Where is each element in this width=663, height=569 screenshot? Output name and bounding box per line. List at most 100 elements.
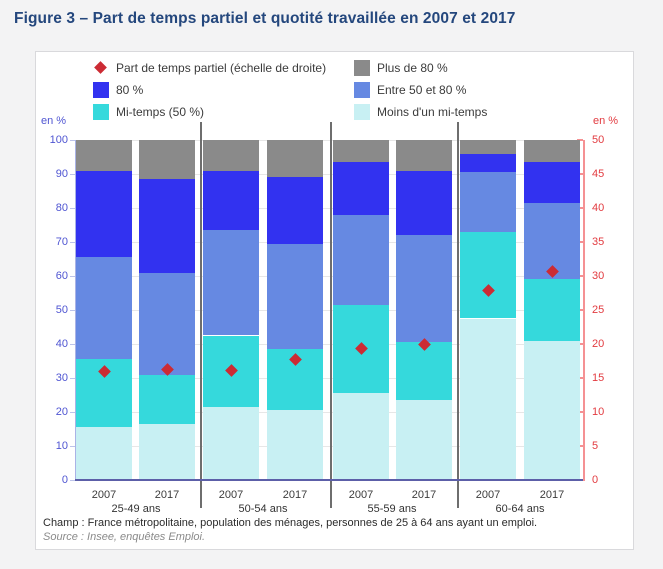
square-swatch-icon [354, 59, 370, 76]
legend-label: Part de temps partiel (échelle de droite… [116, 60, 327, 75]
left-axis-tick-label-50: 50 [55, 304, 68, 316]
x-tick-label-2007-25-49-ans: 2007 [91, 489, 117, 501]
bar-segment-moins-d-un-mi-temps-2007-50-54-ans[interactable] [203, 406, 259, 480]
bar-segment-moins-d-un-mi-temps-2007-55-59-ans[interactable] [333, 393, 389, 480]
legend-item-moins-d-un-mi-temps[interactable]: Moins d'un mi-temps [354, 103, 487, 120]
right-axis-tick-50 [577, 139, 583, 141]
footnote-champ: Champ : France métropolitaine, populatio… [43, 517, 538, 529]
left-axis-tick-10 [70, 446, 75, 447]
x-tick-label-2017-25-49-ans: 2017 [154, 489, 180, 501]
x-group-label-55-59-ans: 55-59 ans [367, 503, 417, 515]
gridline-40 [75, 344, 583, 345]
bar-segment-plus-de-80-2007-60-64-ans[interactable] [460, 140, 516, 154]
plot-area: 0 10 20 30 40 50 60 70 80 90 100 0 5 10 15 20 25 30 35 40 45… [36, 52, 633, 549]
bar-segment-80-2007-25-49-ans[interactable] [76, 170, 132, 258]
left-axis-tick-label-0: 0 [61, 474, 68, 486]
legend-item-80[interactable]: 80 % [93, 81, 354, 98]
left-axis-tick-70 [70, 242, 75, 243]
left-axis-tick-label-40: 40 [55, 338, 68, 350]
left-axis-tick-30 [70, 378, 75, 379]
legend-item-part-de-temps-partiel-echelle-de-droite[interactable]: Part de temps partiel (échelle de droite… [93, 59, 354, 76]
gridline-20 [75, 412, 583, 413]
right-axis-tick-45 [577, 173, 583, 175]
bar-segment-plus-de-80-2017-55-59-ans[interactable] [396, 140, 452, 171]
right-axis-tick-label-45: 45 [592, 168, 605, 180]
bar-segment-80-2017-25-49-ans[interactable] [139, 179, 195, 273]
left-axis-tick-50 [70, 310, 75, 311]
right-axis-line [583, 140, 585, 481]
bar-segment-entre-50-et-80-2007-60-64-ans[interactable] [460, 172, 516, 232]
bar-segment-80-2007-50-54-ans[interactable] [203, 170, 259, 231]
bar-segment-80-2017-60-64-ans[interactable] [524, 162, 580, 203]
x-group-label-50-54-ans: 50-54 ans [238, 503, 288, 515]
bar-segment-80-2017-50-54-ans[interactable] [267, 177, 323, 244]
bar-segment-plus-de-80-2017-25-49-ans[interactable] [139, 140, 195, 180]
legend-marker-shape [354, 81, 370, 98]
right-axis-tick-label-30: 30 [592, 270, 605, 282]
right-axis-tick-label-20: 20 [592, 338, 605, 350]
left-axis-tick-80 [70, 208, 75, 209]
right-axis-tick-label-40: 40 [592, 202, 605, 214]
x-axis-line [75, 479, 585, 481]
legend-item-entre-50-et-80[interactable]: Entre 50 et 80 % [354, 81, 487, 98]
gridline-10 [75, 446, 583, 447]
bar-segment-entre-50-et-80-2017-25-49-ans[interactable] [139, 272, 195, 375]
bar-segment-80-2017-55-59-ans[interactable] [396, 170, 452, 236]
bar-segment-plus-de-80-2017-50-54-ans[interactable] [267, 140, 323, 178]
x-tick-label-2017-60-64-ans: 2017 [539, 489, 565, 501]
bar-segment-80-2007-60-64-ans[interactable] [460, 153, 516, 173]
legend-marker-shape [354, 59, 370, 76]
figure-title: Figure 3 – Part de temps partiel et quot… [14, 10, 516, 27]
right-axis-tick-label-50: 50 [592, 134, 605, 146]
legend-item-plus-de-80[interactable]: Plus de 80 % [354, 59, 487, 76]
left-axis-unit-label: en % [41, 115, 67, 127]
bar-segment-moins-d-un-mi-temps-2017-25-49-ans[interactable] [139, 423, 195, 480]
legend-item-mi-temps-50[interactable]: Mi-temps (50 %) [93, 103, 354, 120]
legend-label: Plus de 80 % [377, 60, 448, 75]
bar-segment-mi-temps-50-2017-55-59-ans[interactable] [396, 342, 452, 401]
legend-marker-shape [93, 103, 109, 120]
bar-segment-plus-de-80-2007-55-59-ans[interactable] [333, 140, 389, 163]
square-swatch-icon [93, 103, 109, 120]
right-axis-tick-label-15: 15 [592, 372, 605, 384]
bar-segment-80-2007-55-59-ans[interactable] [333, 162, 389, 215]
left-axis-tick-label-10: 10 [55, 440, 68, 452]
bar-segment-mi-temps-50-2017-25-49-ans[interactable] [139, 374, 195, 424]
footnote-source: Source : Insee, enquêtes Emploi. [43, 531, 206, 543]
legend-label: Entre 50 et 80 % [377, 82, 467, 97]
bar-segment-plus-de-80-2017-60-64-ans[interactable] [524, 140, 580, 163]
left-axis-tick-label-80: 80 [55, 202, 68, 214]
x-group-label-60-64-ans: 60-64 ans [495, 503, 545, 515]
left-axis-tick-0 [70, 480, 75, 481]
group-divider-3 [457, 122, 459, 508]
bar-segment-moins-d-un-mi-temps-2007-25-49-ans[interactable] [76, 427, 132, 480]
gridline-60 [75, 276, 583, 277]
gridline-70 [75, 242, 583, 243]
bar-segment-mi-temps-50-2007-60-64-ans[interactable] [460, 231, 516, 319]
legend-marker-shape [93, 81, 109, 98]
left-axis-tick-60 [70, 276, 75, 277]
bar-segment-moins-d-un-mi-temps-2017-50-54-ans[interactable] [267, 410, 323, 480]
bar-segment-moins-d-un-mi-temps-2017-55-59-ans[interactable] [396, 400, 452, 480]
right-axis-tick-label-0: 0 [592, 474, 599, 486]
bar-segment-plus-de-80-2007-25-49-ans[interactable] [76, 140, 132, 171]
bar-segment-entre-50-et-80-2007-25-49-ans[interactable] [76, 257, 132, 360]
bar-segment-moins-d-un-mi-temps-2007-60-64-ans[interactable] [460, 318, 516, 480]
right-axis-tick-40 [577, 207, 583, 209]
bar-segment-entre-50-et-80-2007-55-59-ans[interactable] [333, 214, 389, 305]
group-divider-2 [330, 122, 332, 508]
bar-segment-entre-50-et-80-2017-55-59-ans[interactable] [396, 235, 452, 343]
bar-segment-moins-d-un-mi-temps-2017-60-64-ans[interactable] [524, 340, 580, 480]
legend-label: Moins d'un mi-temps [377, 104, 488, 119]
left-axis-tick-label-60: 60 [55, 270, 68, 282]
right-axis-tick-label-35: 35 [592, 236, 605, 248]
square-swatch-icon [93, 81, 109, 98]
bar-segment-entre-50-et-80-2017-50-54-ans[interactable] [267, 243, 323, 350]
right-axis-tick-15 [577, 377, 583, 379]
bar-segment-plus-de-80-2007-50-54-ans[interactable] [203, 140, 259, 171]
legend-label: 80 % [116, 82, 144, 97]
left-axis-tick-90 [70, 174, 75, 175]
bar-segment-mi-temps-50-2017-60-64-ans[interactable] [524, 279, 580, 341]
right-axis-tick-20 [577, 343, 583, 345]
bar-segment-entre-50-et-80-2007-50-54-ans[interactable] [203, 230, 259, 336]
